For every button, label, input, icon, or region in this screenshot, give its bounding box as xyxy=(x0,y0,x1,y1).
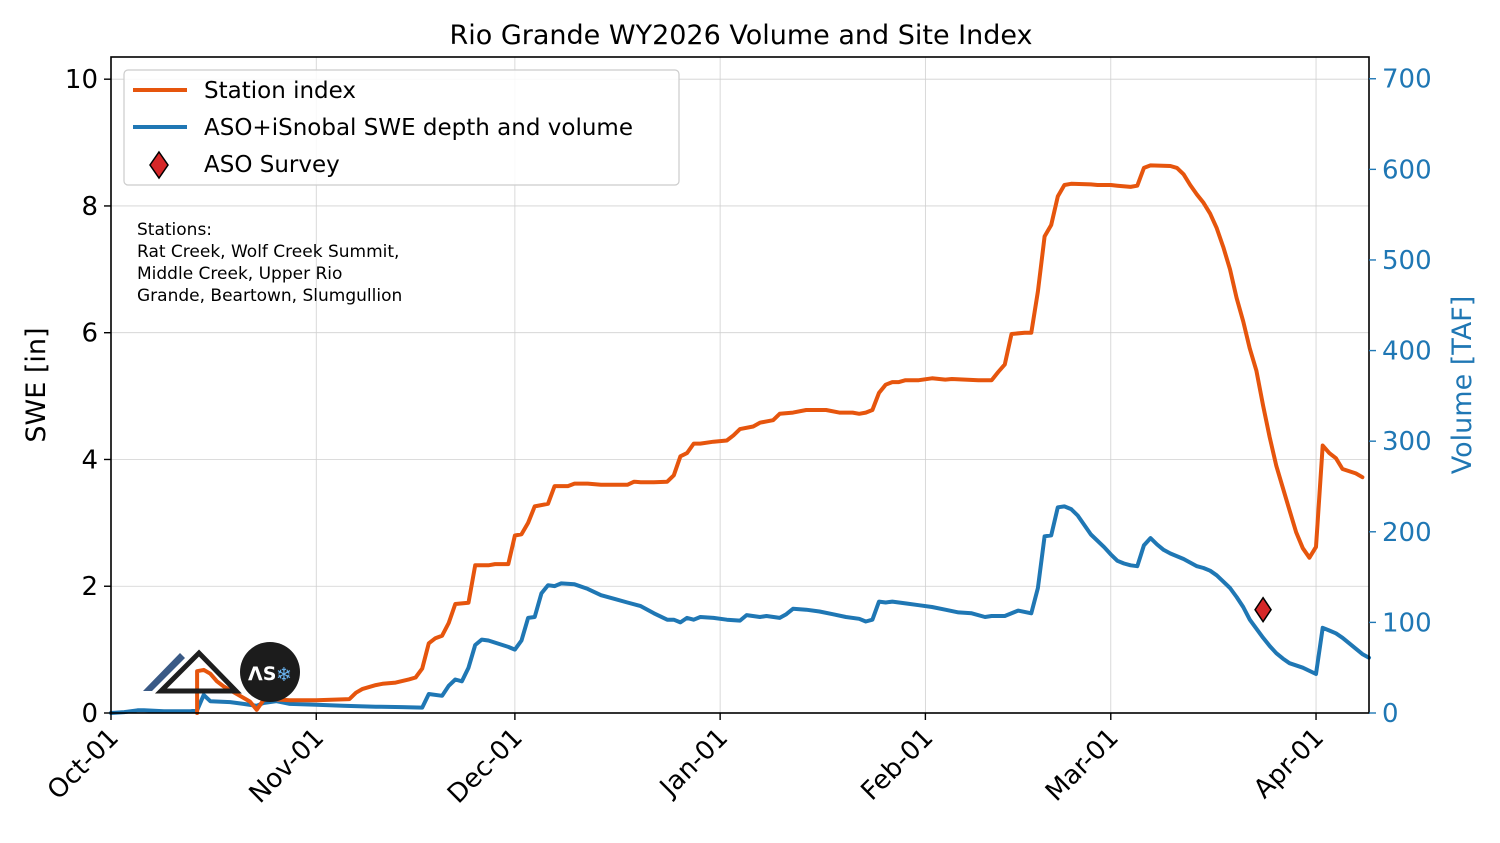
y2-tick-label: 600 xyxy=(1382,155,1432,185)
logo-mountain-black-icon xyxy=(154,649,242,694)
y2-tick-label: 700 xyxy=(1382,65,1432,95)
logo-aso-letters: ΛS xyxy=(248,663,276,685)
aso-survey-marker xyxy=(1254,596,1272,624)
plot-frame xyxy=(110,56,1370,714)
y-tick-label: 8 xyxy=(81,192,98,222)
y-tick-label: 10 xyxy=(65,65,98,95)
x-tick-label: Oct-01 xyxy=(42,723,125,806)
legend-label-station: Station index xyxy=(204,78,356,104)
annotation-line: Middle Creek, Upper Rio xyxy=(137,264,342,284)
aso-logo: ΛS ❄ xyxy=(143,642,300,702)
logo-aso-badge-icon xyxy=(240,642,300,702)
legend: Station index ASO+iSnobal SWE depth and … xyxy=(123,69,680,186)
y-tick-label: 6 xyxy=(81,319,98,349)
y2-tick-label: 100 xyxy=(1382,608,1432,638)
grid xyxy=(110,57,1369,714)
y2-axis-label: Volume [TAF] xyxy=(1447,296,1478,474)
x-tick-label: Apr-01 xyxy=(1248,723,1330,805)
logo-snowflake-icon: ❄ xyxy=(276,664,292,686)
y2-tick-label: 500 xyxy=(1382,246,1432,276)
legend-label-survey: ASO Survey xyxy=(204,152,340,178)
x-tick-label: Dec-01 xyxy=(442,723,529,810)
y-tick-label: 4 xyxy=(81,445,98,475)
chart-title: Rio Grande WY2026 Volume and Site Index xyxy=(450,20,1033,51)
legend-label-volume: ASO+iSnobal SWE depth and volume xyxy=(204,115,633,141)
y2-tick-label: 400 xyxy=(1382,337,1432,367)
annotation-line: Stations: xyxy=(137,220,212,240)
y2-tick-label: 0 xyxy=(1382,699,1399,729)
y2-tick-label: 300 xyxy=(1382,427,1432,457)
x-tick-label: Feb-01 xyxy=(856,723,940,807)
legend-swatch-survey-diamond-icon xyxy=(149,150,169,180)
series-layer xyxy=(109,163,1371,715)
y-tick-label: 2 xyxy=(81,572,98,602)
logo-mountain-blue-icon xyxy=(143,653,185,691)
legend-box xyxy=(123,69,680,186)
x-tick-label: Nov-01 xyxy=(244,723,331,810)
annotation-line: Grande, Beartown, Slumgullion xyxy=(137,286,402,306)
x-tick-label: Jan-01 xyxy=(653,723,734,804)
y-tick-label: 0 xyxy=(81,699,98,729)
station-annotation: Stations: Rat Creek, Wolf Creek Summit, … xyxy=(137,220,402,306)
annotation-line: Rat Creek, Wolf Creek Summit, xyxy=(137,242,399,262)
aso-volume-line xyxy=(109,504,1371,715)
station-index-line xyxy=(195,163,1365,715)
y2-tick-label: 200 xyxy=(1382,518,1432,548)
x-tick-label: Mar-01 xyxy=(1040,723,1125,808)
y-axis-label: SWE [in] xyxy=(21,327,52,442)
